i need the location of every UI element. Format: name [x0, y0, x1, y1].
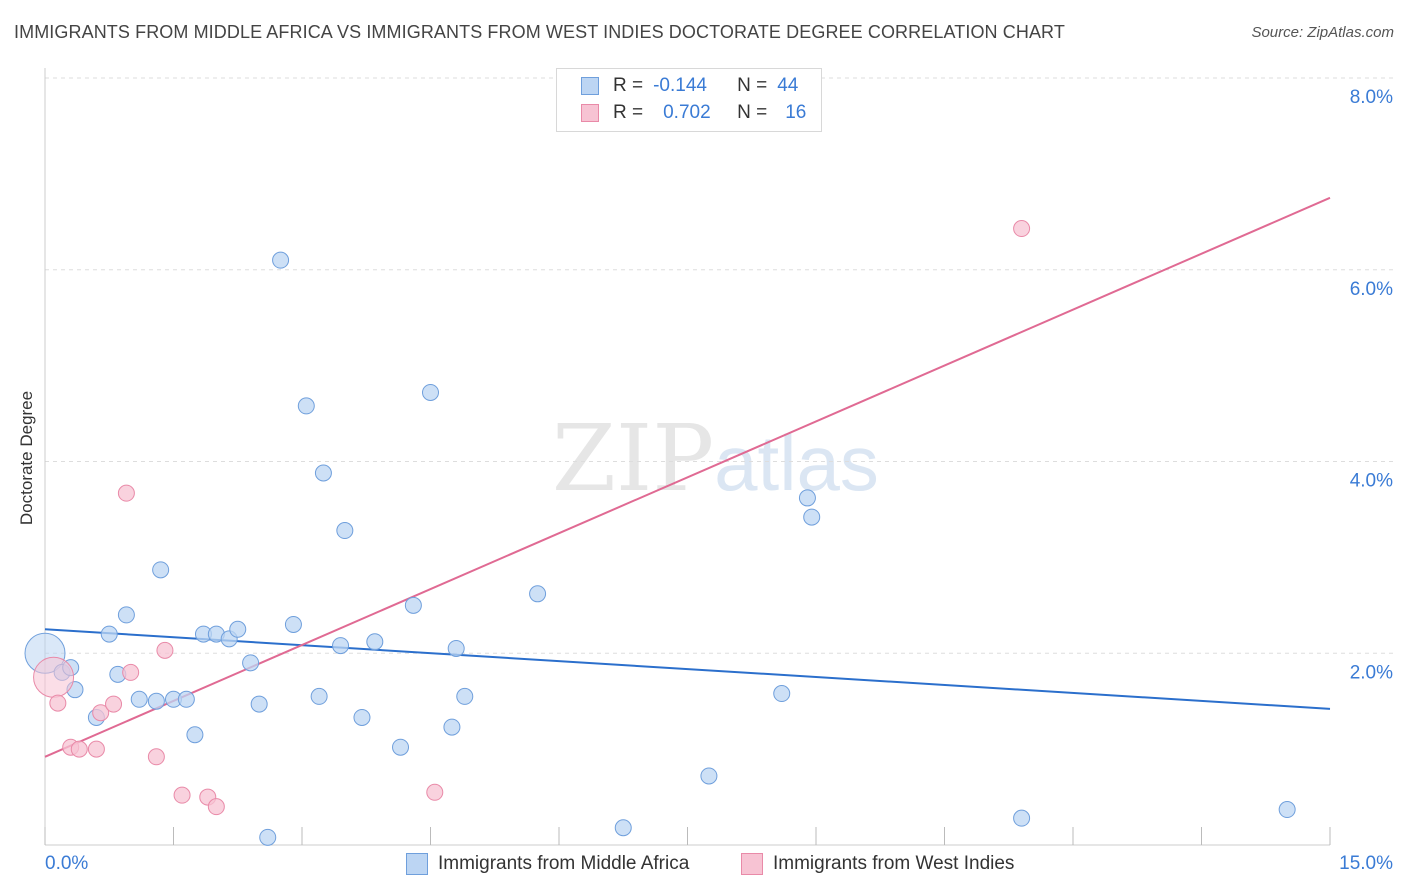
bottom-legend-label-2: Immigrants from West Indies	[773, 853, 1015, 874]
data-point-middle-africa	[700, 767, 718, 785]
x-tick-label-min: 0.0%	[45, 853, 88, 874]
data-point-middle-africa	[773, 685, 791, 703]
data-point-middle-africa	[310, 687, 328, 705]
legend-n-value-1: 44	[777, 75, 799, 96]
data-point-middle-africa	[1278, 801, 1296, 819]
data-point-middle-africa	[529, 585, 547, 603]
legend-row-middle-africa: R = -0.144 N = 44	[581, 73, 798, 99]
data-point-west-indies	[33, 656, 75, 698]
data-point-middle-africa	[422, 383, 439, 401]
data-point-middle-africa	[332, 637, 350, 655]
data-point-middle-africa	[353, 708, 371, 726]
source-credit: Source: ZipAtlas.com	[1251, 24, 1394, 41]
bottom-swatch-pink	[741, 853, 763, 875]
data-point-middle-africa	[456, 687, 474, 705]
tick-labels: 2.0% 4.0% 6.0% 8.0% 0.0% 15.0%	[45, 87, 1393, 874]
data-point-middle-africa	[404, 596, 422, 614]
trend-line-middle-africa	[44, 628, 1331, 710]
legend-n-value-2: 16	[785, 102, 807, 123]
data-point-west-indies	[426, 783, 444, 801]
data-point-west-indies	[156, 641, 174, 659]
data-point-west-indies	[49, 694, 67, 712]
data-point-middle-africa	[366, 633, 384, 651]
data-point-middle-africa	[250, 695, 268, 713]
data-point-middle-africa	[803, 508, 821, 526]
correlation-legend: R = -0.144 N = 44 R = 0.702 N = 16	[556, 68, 822, 132]
legend-swatch-blue	[581, 77, 599, 95]
data-point-middle-africa	[100, 625, 118, 643]
data-point-middle-africa	[147, 692, 165, 710]
legend-swatch-pink	[581, 104, 599, 122]
data-point-west-indies	[70, 740, 88, 758]
data-point-middle-africa	[443, 718, 461, 736]
legend-n-label: N =	[737, 102, 768, 123]
watermark-zip: ZIP	[552, 405, 715, 512]
data-point-middle-africa	[242, 654, 260, 672]
data-point-middle-africa	[259, 828, 277, 846]
watermark: ZIPatlas	[552, 405, 879, 512]
data-point-middle-africa	[152, 561, 170, 579]
legend-r-label: R =	[613, 102, 644, 123]
data-point-west-indies	[173, 786, 191, 804]
data-point-west-indies	[1013, 220, 1031, 238]
y-tick-label: 6.0%	[1350, 279, 1393, 300]
legend-n-label: N =	[737, 75, 768, 96]
data-point-west-indies	[147, 748, 165, 766]
data-point-middle-africa	[447, 639, 465, 657]
legend-row-west-indies: R = 0.702 N = 16	[581, 100, 806, 126]
x-tick-label-max: 15.0%	[1339, 853, 1393, 874]
data-point-middle-africa	[117, 606, 135, 624]
data-point-middle-africa	[297, 397, 315, 415]
chart-title: IMMIGRANTS FROM MIDDLE AFRICA VS IMMIGRA…	[14, 22, 1065, 42]
data-point-middle-africa	[336, 522, 354, 540]
trend-lines	[44, 196, 1331, 758]
gridlines	[45, 77, 1395, 654]
legend-r-value-1: -0.144	[653, 75, 707, 96]
bottom-legend-middle-africa: Immigrants from Middle Africa	[406, 852, 689, 876]
data-point-middle-africa	[186, 726, 204, 744]
data-point-west-indies	[117, 484, 135, 502]
trend-line-west-indies	[44, 196, 1331, 758]
bottom-swatch-blue	[406, 853, 428, 875]
data-point-middle-africa	[177, 690, 195, 708]
bottom-legend-label-1: Immigrants from Middle Africa	[438, 853, 690, 874]
data-point-middle-africa	[272, 251, 290, 269]
data-point-west-indies	[92, 704, 110, 722]
data-point-west-indies	[207, 798, 225, 816]
data-point-middle-africa	[314, 464, 332, 482]
data-point-middle-africa	[798, 489, 816, 507]
data-point-middle-africa	[392, 738, 410, 756]
bottom-legend-west-indies: Immigrants from West Indies	[741, 852, 1014, 876]
data-point-west-indies	[105, 695, 123, 713]
watermark-atlas: atlas	[714, 419, 879, 507]
data-point-middle-africa	[130, 690, 148, 708]
data-point-west-indies	[122, 663, 140, 681]
data-point-west-indies	[87, 740, 105, 758]
data-point-middle-africa	[229, 620, 247, 638]
axes	[44, 68, 1331, 846]
y-tick-label: 8.0%	[1350, 87, 1393, 108]
data-point-middle-africa	[284, 615, 302, 633]
data-point-middle-africa	[1013, 809, 1031, 827]
data-points	[24, 220, 1296, 846]
data-point-middle-africa	[614, 819, 632, 837]
y-axis-label: Doctorate Degree	[17, 390, 36, 526]
y-tick-label: 2.0%	[1350, 662, 1393, 683]
y-tick-label: 4.0%	[1350, 471, 1393, 492]
legend-r-value-2: 0.702	[663, 102, 711, 123]
legend-r-label: R =	[613, 75, 644, 96]
